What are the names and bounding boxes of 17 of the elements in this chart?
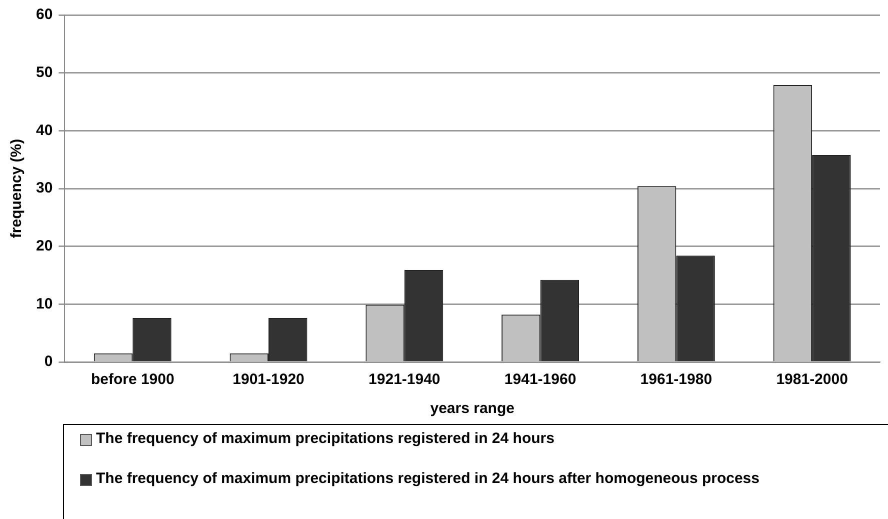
- x-tick-label: 1941-1960: [504, 371, 576, 388]
- y-tick-label: 20: [36, 237, 53, 254]
- y-tick-label: 10: [36, 295, 53, 312]
- x-axis-title: years range: [430, 400, 514, 418]
- legend-label: The frequency of maximum precipitations registered in 24 hours after homogeneous process: [96, 469, 760, 489]
- x-tick-label: before 1900: [90, 371, 174, 388]
- x-tick-label: 1961-1980: [640, 371, 712, 388]
- x-tick-label: 1901-1920: [232, 371, 304, 388]
- y-tick-label: 60: [36, 6, 53, 24]
- y-tick-label: 30: [36, 180, 53, 197]
- x-tick-label: 1981-2000: [776, 371, 848, 388]
- y-tick-label: 50: [36, 64, 53, 81]
- legend-label: The frequency of maximum precipitations registered in 24 hours: [96, 429, 554, 449]
- y-tick-label: 0: [44, 353, 53, 370]
- y-tick-label: 40: [36, 122, 53, 139]
- y-axis-title: frequency (%): [8, 138, 26, 238]
- x-tick-label: 1921-1940: [368, 371, 440, 388]
